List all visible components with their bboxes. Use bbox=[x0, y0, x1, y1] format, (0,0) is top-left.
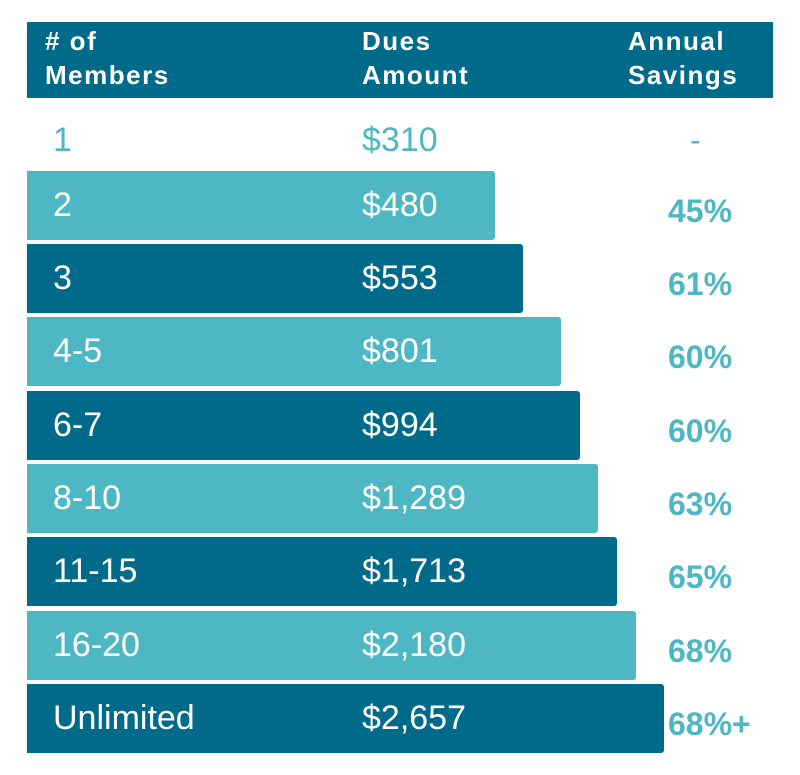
members-value: Unlimited bbox=[53, 699, 195, 737]
members-value: 8-10 bbox=[53, 479, 122, 517]
table-row-bar: 1 $310 bbox=[27, 106, 438, 175]
savings-value: 65% bbox=[668, 559, 733, 595]
dues-value: $310 bbox=[362, 121, 438, 159]
savings-value: 61% bbox=[668, 266, 733, 302]
dues-value: $480 bbox=[362, 186, 438, 224]
savings-value: 60% bbox=[668, 413, 733, 449]
dues-value: $801 bbox=[362, 332, 438, 370]
table-header: # of Members Dues Amount Annual Savings bbox=[27, 22, 773, 98]
header-members: # of Members bbox=[45, 26, 170, 90]
table-row-bar: 11-15 $1,713 bbox=[27, 537, 617, 606]
members-value: 11-15 bbox=[53, 552, 138, 590]
dues-value: $994 bbox=[362, 406, 438, 444]
members-value: 16-20 bbox=[53, 626, 140, 664]
members-value: 6-7 bbox=[53, 406, 103, 444]
dues-value: $1,289 bbox=[362, 479, 466, 517]
savings-value: 45% bbox=[668, 193, 733, 229]
dues-value: $553 bbox=[362, 259, 438, 297]
header-savings: Annual Savings bbox=[628, 26, 739, 90]
members-value: 1 bbox=[53, 121, 72, 159]
table-row-bar: 16-20 $2,180 bbox=[27, 611, 636, 680]
savings-value: - bbox=[690, 122, 701, 158]
header-dues: Dues Amount bbox=[362, 26, 470, 90]
table-row-bar: 2 $480 bbox=[27, 171, 495, 240]
dues-value: $2,180 bbox=[362, 626, 466, 664]
table-row-bar: Unlimited $2,657 bbox=[27, 684, 664, 753]
members-value: 2 bbox=[53, 186, 72, 224]
members-value: 4-5 bbox=[53, 332, 103, 370]
table-row-bar: 3 $553 bbox=[27, 244, 523, 313]
table-row-bar: 6-7 $994 bbox=[27, 391, 580, 460]
dues-value: $2,657 bbox=[362, 699, 466, 737]
savings-value: 68%+ bbox=[668, 706, 751, 742]
table-row-bar: 8-10 $1,289 bbox=[27, 464, 598, 533]
table-row-bar: 4-5 $801 bbox=[27, 317, 561, 386]
savings-value: 63% bbox=[668, 486, 733, 522]
savings-value: 68% bbox=[668, 633, 733, 669]
dues-value: $1,713 bbox=[362, 552, 466, 590]
members-value: 3 bbox=[53, 259, 72, 297]
savings-value: 60% bbox=[668, 339, 733, 375]
